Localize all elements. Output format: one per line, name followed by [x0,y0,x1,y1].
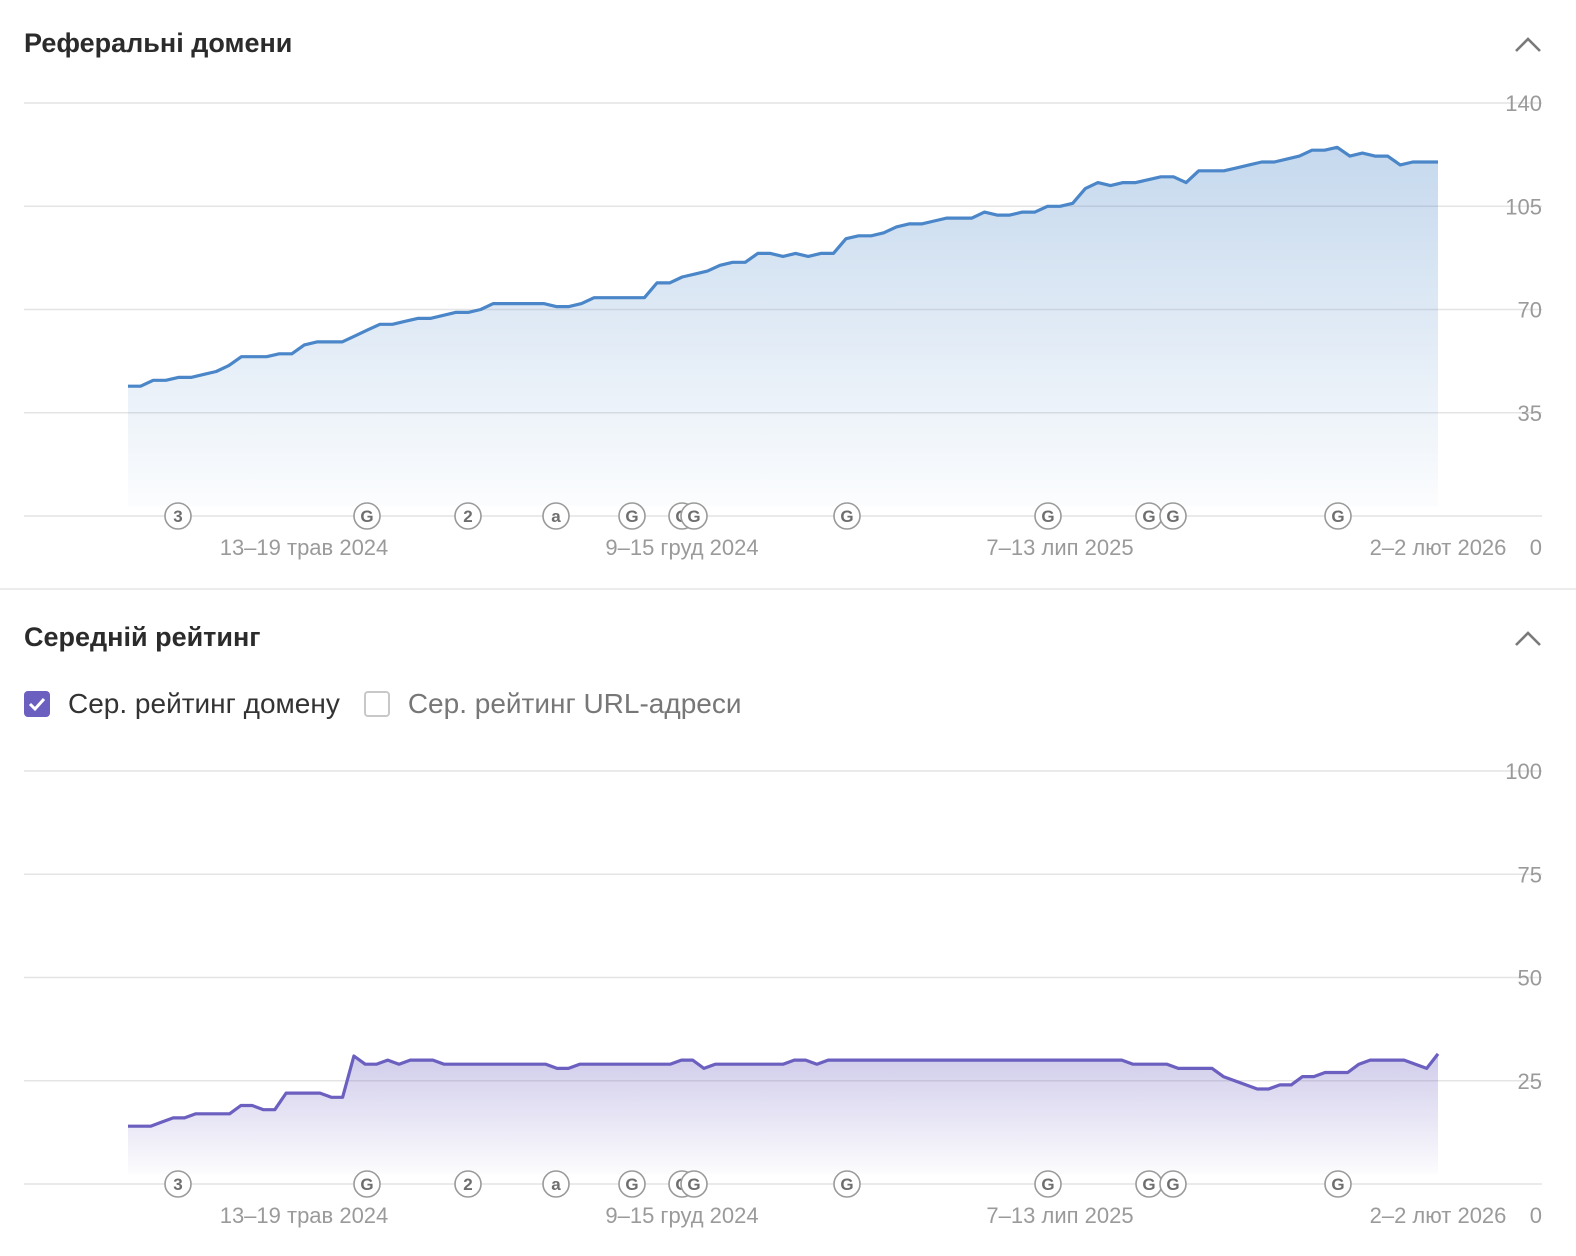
x-tick-label: 13–19 трав 2024 [220,1203,389,1228]
event-marker[interactable]: G [680,502,708,530]
y-tick-label: 0 [1530,535,1542,560]
average-rating-title: Середній рейтинг [24,622,261,652]
svg-text:G: G [1331,507,1344,526]
chevron-up-icon [1515,37,1541,52]
svg-text:G: G [360,507,373,526]
x-tick-label: 9–15 груд 2024 [605,1203,758,1228]
svg-text:G: G [1166,507,1179,526]
svg-text:G: G [1142,507,1155,526]
y-tick-label: 70 [1518,298,1542,323]
svg-text:G: G [1041,1175,1054,1194]
svg-text:3: 3 [173,507,182,526]
event-marker[interactable]: 3 [164,1170,192,1198]
average-rating-chart: 25507510003G2aGGGGGGGG13–19 трав 20249–1… [24,759,1542,1228]
svg-text:G: G [625,507,638,526]
collapse-button-average-rating[interactable] [1510,620,1546,656]
legend-url-rating-toggle[interactable]: Сер. рейтинг URL-адреси [363,688,742,720]
url-rating-checkbox[interactable] [363,691,390,717]
svg-text:G: G [1041,507,1054,526]
x-tick-label: 9–15 груд 2024 [605,535,758,560]
event-marker[interactable]: 2 [454,1170,482,1198]
event-marker[interactable]: a [542,1170,570,1198]
series-area [128,147,1438,507]
event-marker[interactable]: G [1324,1170,1352,1198]
average-rating-section: 25507510003G2aGGGGGGGG13–19 трав 20249–1… [0,590,1576,1256]
chevron-up-icon [1515,631,1541,646]
event-marker[interactable]: a [542,502,570,530]
event-marker[interactable]: G [1034,1170,1062,1198]
x-tick-label: 13–19 трав 2024 [220,535,389,560]
x-tick-label: 7–13 лип 2025 [986,1203,1133,1228]
y-tick-label: 100 [1505,759,1542,784]
referring-domains-title: Реферальні домени [24,28,293,58]
y-tick-label: 0 [1530,1203,1542,1228]
svg-text:a: a [551,507,561,526]
svg-text:G: G [360,1175,373,1194]
event-marker[interactable]: G [1034,502,1062,530]
legend-url-rating-label: Сер. рейтинг URL-адреси [407,688,742,719]
svg-text:G: G [840,507,853,526]
check-icon [28,697,46,712]
legend-domain-rating-label: Сер. рейтинг домену [68,688,340,719]
event-marker[interactable]: G [618,502,646,530]
event-marker[interactable]: G [1159,502,1187,530]
legend-domain-rating-toggle[interactable]: Сер. рейтинг домену [24,688,340,720]
event-marker[interactable]: G [833,1170,861,1198]
svg-text:G: G [840,1175,853,1194]
x-tick-label: 2–2 лют 2026 [1370,535,1507,560]
event-marker[interactable]: 3 [164,502,192,530]
svg-text:G: G [1142,1175,1155,1194]
series-area [128,1053,1438,1174]
y-tick-label: 50 [1518,966,1542,991]
svg-text:G: G [1166,1175,1179,1194]
event-marker[interactable]: 2 [454,502,482,530]
svg-text:G: G [687,507,700,526]
event-marker[interactable]: G [1135,1170,1163,1198]
y-tick-label: 35 [1518,401,1542,426]
event-marker[interactable]: G [618,1170,646,1198]
y-tick-label: 75 [1518,862,1542,887]
event-marker[interactable]: G [1135,502,1163,530]
svg-text:a: a [551,1175,561,1194]
event-marker[interactable]: G [353,1170,381,1198]
svg-text:2: 2 [463,1175,472,1194]
chart-legend: Сер. рейтинг домену Сер. рейтинг URL-адр… [24,688,766,720]
y-tick-label: 25 [1518,1069,1542,1094]
referring-domains-chart: 357010514003G2aGGGGGGGG13–19 трав 20249–… [24,91,1542,560]
domain-rating-checkbox[interactable] [24,691,50,717]
event-marker[interactable]: G [1159,1170,1187,1198]
collapse-button-referring-domains[interactable] [1510,26,1546,62]
referring-domains-section: 357010514003G2aGGGGGGGG13–19 трав 20249–… [0,0,1576,590]
event-marker[interactable]: G [353,502,381,530]
event-marker[interactable]: G [1324,502,1352,530]
svg-text:G: G [1331,1175,1344,1194]
x-tick-label: 7–13 лип 2025 [986,535,1133,560]
series-line [128,1052,1440,1128]
svg-text:G: G [625,1175,638,1194]
svg-text:3: 3 [173,1175,182,1194]
x-tick-label: 2–2 лют 2026 [1370,1203,1507,1228]
y-tick-label: 105 [1505,194,1542,219]
svg-text:2: 2 [463,507,472,526]
event-marker[interactable]: G [833,502,861,530]
svg-text:G: G [687,1175,700,1194]
series-line [128,145,1438,388]
event-marker[interactable]: G [680,1170,708,1198]
y-tick-label: 140 [1505,91,1542,116]
